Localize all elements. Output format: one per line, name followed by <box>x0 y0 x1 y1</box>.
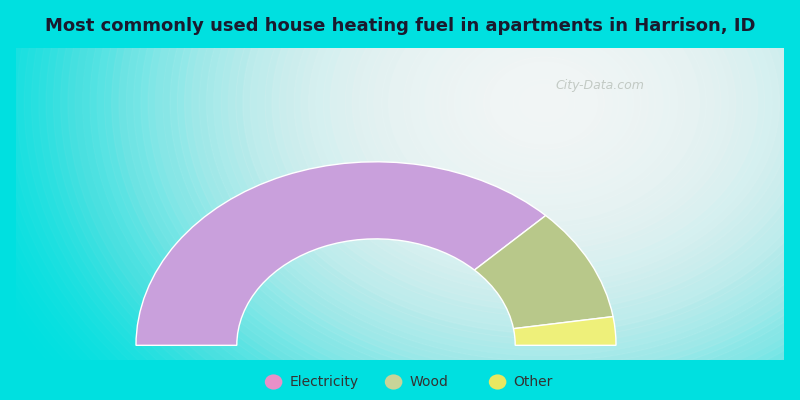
Circle shape <box>367 0 721 238</box>
Circle shape <box>433 18 655 188</box>
Circle shape <box>389 0 699 222</box>
Circle shape <box>410 1 678 205</box>
Circle shape <box>483 57 605 149</box>
Circle shape <box>506 74 582 132</box>
Circle shape <box>382 0 706 227</box>
Circle shape <box>462 40 626 166</box>
Circle shape <box>294 0 794 294</box>
Circle shape <box>513 79 575 127</box>
Circle shape <box>258 0 800 322</box>
Circle shape <box>418 7 670 200</box>
Circle shape <box>279 0 800 306</box>
Circle shape <box>520 85 568 122</box>
Circle shape <box>192 0 800 372</box>
Wedge shape <box>474 216 613 329</box>
Circle shape <box>228 0 800 344</box>
Circle shape <box>403 0 685 211</box>
Text: Wood: Wood <box>410 375 449 389</box>
Wedge shape <box>514 317 616 345</box>
Circle shape <box>316 0 772 278</box>
Text: Other: Other <box>514 375 553 389</box>
Circle shape <box>338 0 750 261</box>
Circle shape <box>426 12 662 194</box>
Text: City-Data.com: City-Data.com <box>555 79 644 92</box>
Circle shape <box>214 0 800 356</box>
Circle shape <box>178 0 800 384</box>
Circle shape <box>221 0 800 350</box>
Circle shape <box>330 0 758 266</box>
Circle shape <box>243 0 800 333</box>
Circle shape <box>498 68 590 138</box>
Circle shape <box>440 23 648 183</box>
Circle shape <box>491 62 597 144</box>
Circle shape <box>476 51 612 155</box>
Circle shape <box>469 46 619 160</box>
Circle shape <box>185 0 800 378</box>
Circle shape <box>447 29 641 177</box>
Circle shape <box>323 0 765 272</box>
Circle shape <box>454 34 634 172</box>
Circle shape <box>286 0 800 300</box>
Circle shape <box>272 0 800 311</box>
Circle shape <box>236 0 800 339</box>
Circle shape <box>309 0 779 283</box>
Circle shape <box>345 0 743 255</box>
Wedge shape <box>136 162 546 345</box>
Text: Electricity: Electricity <box>290 375 358 389</box>
Circle shape <box>359 0 729 244</box>
Circle shape <box>302 0 786 289</box>
Circle shape <box>199 0 800 367</box>
Circle shape <box>374 0 714 233</box>
Text: Most commonly used house heating fuel in apartments in Harrison, ID: Most commonly used house heating fuel in… <box>45 17 755 35</box>
Circle shape <box>396 0 692 216</box>
Circle shape <box>352 0 736 250</box>
Circle shape <box>265 0 800 316</box>
Circle shape <box>250 0 800 328</box>
Circle shape <box>206 0 800 361</box>
